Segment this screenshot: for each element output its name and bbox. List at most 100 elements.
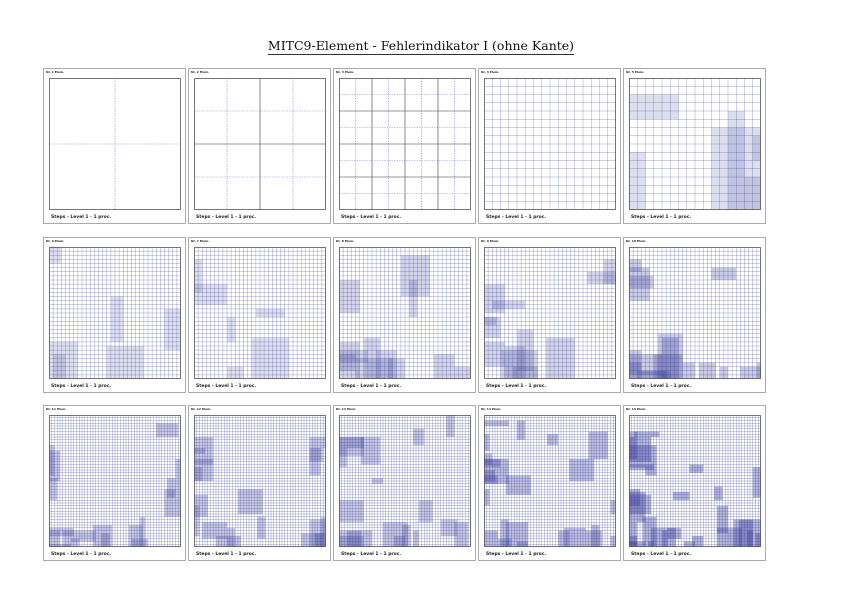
mesh-plot [49,415,181,547]
mesh-plot [49,78,181,210]
mesh-plot [339,415,471,547]
panel-bottom-label: Steps - Level 1 - 1 proc. [51,552,112,557]
panel-top-label: Nr. 2 Elem. [191,70,210,74]
mesh-plot [629,78,761,210]
panel-top-label: Nr. 13 Elem. [336,407,357,411]
refined-region [484,284,505,313]
panel-top-label: Nr. 12 Elem. [191,407,212,411]
refined-region [383,522,408,547]
mesh-panel: Nr. 12 Elem. Steps - Level 1 - 1 proc. [188,405,331,561]
refined-region [740,366,761,379]
panel-top-label: Nr. 4 Elem. [481,70,500,74]
refined-region [62,530,71,539]
mesh-frame [339,78,471,210]
mesh-frame [339,247,471,379]
mesh-panel: Nr. 10 Elem. Steps - Level 1 - 1 proc. [623,237,766,393]
mesh-panel: Nr. 7 Elem. Steps - Level 1 - 1 proc. [188,237,331,393]
mesh-panel: Nr. 13 Elem. Steps - Level 1 - 1 proc. [333,405,476,561]
mesh-frame [484,78,616,210]
panel-top-label: Nr. 7 Elem. [191,239,210,243]
mesh-plot [484,415,616,547]
refined-region [110,296,124,342]
refined-region [194,467,203,481]
mesh-plot [339,247,471,379]
refined-region [484,475,498,484]
refined-region [484,459,509,484]
panel-top-label: Nr. 11 Elem. [46,407,67,411]
mesh-panel: Nr. 8 Elem. Steps - Level 1 - 1 proc. [333,237,476,393]
mesh-plot [339,78,471,210]
mesh-frame [484,415,616,547]
mesh-plot [194,78,326,210]
panel-top-label: Nr. 5 Elem. [626,70,645,74]
mesh-panel: Nr. 14 Elem. Steps - Level 1 - 1 proc. [478,405,621,561]
panel-top-label: Nr. 3 Elem. [336,70,355,74]
mesh-frame [194,78,326,210]
panel-bottom-label: Steps - Level 1 - 1 proc. [196,552,257,557]
mesh-frame [484,247,616,379]
mesh-panel: Nr. 15 Elem. Steps - Level 1 - 1 proc. [623,405,766,561]
refined-region [500,350,538,379]
panel-bottom-label: Steps - Level 1 - 1 proc. [631,384,692,389]
refined-region [101,533,110,547]
refined-region [587,271,616,285]
refined-region [506,475,531,495]
mesh-frame [339,415,471,547]
refined-region [752,467,761,498]
panel-bottom-label: Steps - Level 1 - 1 proc. [196,215,257,220]
panel-bottom-label: Steps - Level 1 - 1 proc. [341,552,402,557]
panel-bottom-label: Steps - Level 1 - 1 proc. [341,384,402,389]
refined-region [49,527,74,536]
mesh-panel: Nr. 9 Elem. Steps - Level 1 - 1 proc. [478,237,621,393]
panel-bottom-label: Steps - Level 1 - 1 proc. [486,552,547,557]
refined-region [339,448,348,468]
mesh-panel: Nr. 5 Elem. Steps - Level 1 - 1 proc. [623,68,766,224]
refined-region [339,437,364,457]
panel-top-label: Nr. 10 Elem. [626,239,647,243]
panel-bottom-label: Steps - Level 1 - 1 proc. [486,384,547,389]
panel-bottom-label: Steps - Level 1 - 1 proc. [51,384,112,389]
refined-region [629,259,642,272]
mesh-panel: Nr. 4 Elem. Steps - Level 1 - 1 proc. [478,68,621,224]
mesh-frame [49,78,181,210]
mesh-panel: Nr. 2 Elem. Steps - Level 1 - 1 proc. [188,68,331,224]
refined-region [752,135,761,161]
mesh-plot [194,247,326,379]
refined-region [167,478,176,498]
mesh-plot [629,415,761,547]
refined-region [49,341,78,379]
mesh-frame [194,247,326,379]
mesh-panel: Nr. 11 Elem. Steps - Level 1 - 1 proc. [43,405,186,561]
mesh-frame [629,247,761,379]
panel-top-label: Nr. 1 Elem. [46,70,65,74]
panel-top-label: Nr. 14 Elem. [481,407,502,411]
panel-bottom-label: Steps - Level 1 - 1 proc. [51,215,112,220]
refined-region [309,437,324,462]
refined-region [376,350,397,379]
mesh-frame [194,415,326,547]
mesh-panel: Nr. 6 Elem. Steps - Level 1 - 1 proc. [43,237,186,393]
panel-top-label: Nr. 9 Elem. [481,239,500,243]
refined-region [629,350,642,379]
mesh-plot [49,247,181,379]
refined-region [339,341,360,379]
panel-bottom-label: Steps - Level 1 - 1 proc. [196,384,257,389]
refined-region [651,527,676,547]
mesh-frame [49,415,181,547]
mesh-plot [484,78,616,210]
panel-bottom-label: Steps - Level 1 - 1 proc. [631,215,692,220]
mesh-plot [194,415,326,547]
refined-region [497,538,512,547]
mesh-panel: Nr. 3 Elem. Steps - Level 1 - 1 proc. [333,68,476,224]
mesh-frame [49,247,181,379]
refined-region [714,486,723,501]
mesh-plot [629,247,761,379]
panel-bottom-label: Steps - Level 1 - 1 proc. [486,215,547,220]
figure-title: MITC9-Element - Fehlerindikator I (ohne … [0,38,842,55]
figure-title-text: MITC9-Element - Fehlerindikator I (ohne … [267,38,575,55]
mesh-frame [629,78,761,210]
mesh-panel: Nr. 1 Elem. Steps - Level 1 - 1 proc. [43,68,186,224]
refined-region [238,489,263,514]
refined-region [642,516,657,547]
panel-top-label: Nr. 8 Elem. [336,239,355,243]
